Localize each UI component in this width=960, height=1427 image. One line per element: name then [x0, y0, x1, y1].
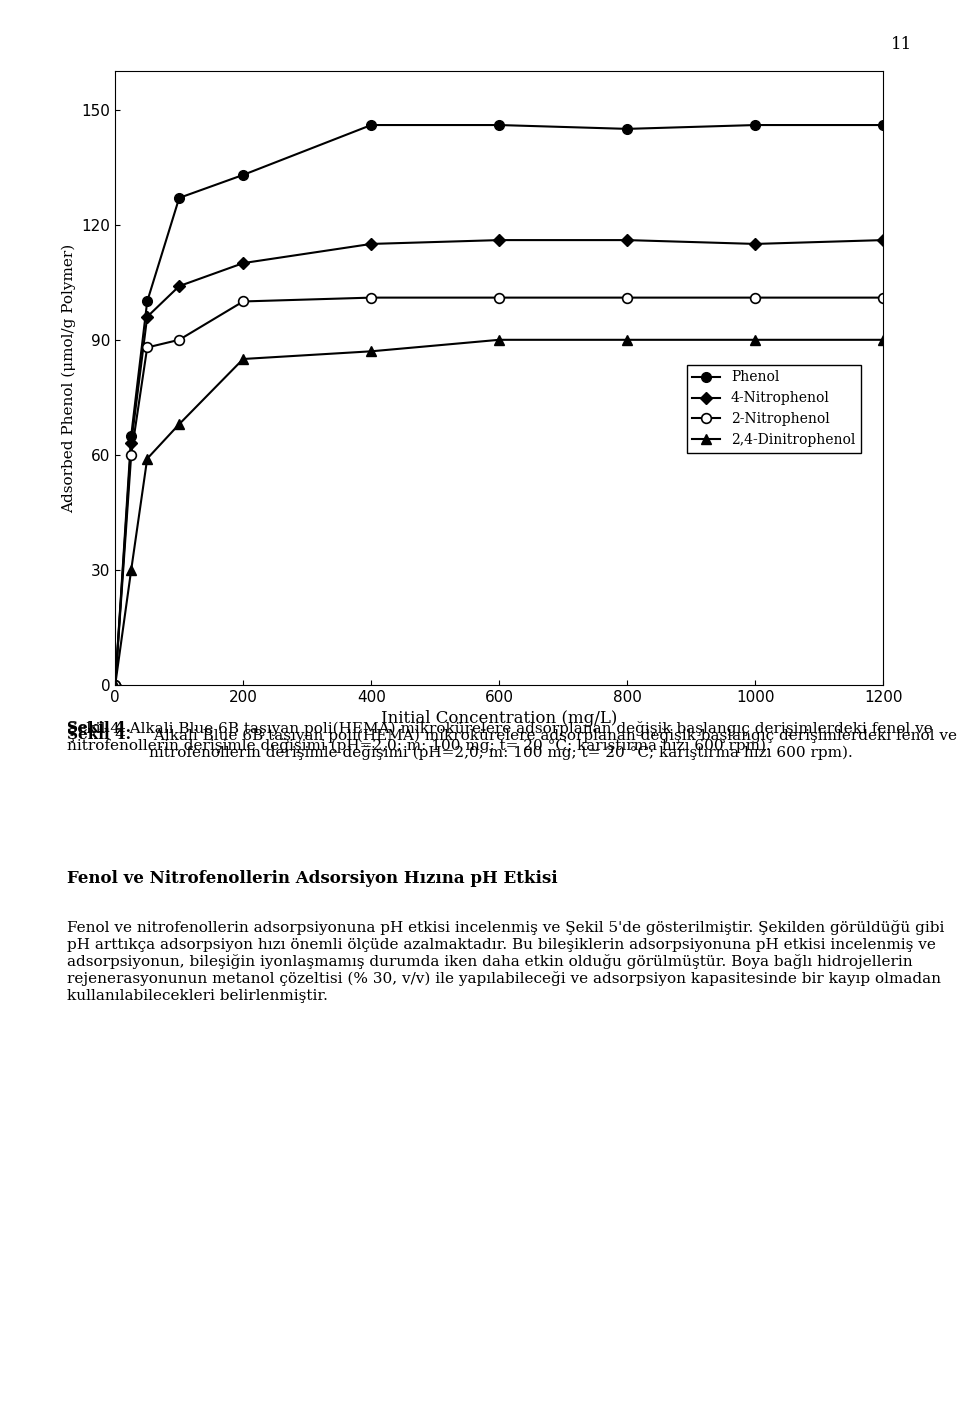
2-Nitrophenol [174, 331, 185, 348]
4-Nitrophenol [109, 676, 121, 694]
Text: Şekil 4. Alkali Blue 6B taşıyan poli(HEMA) mikrokürelere adsorplanan değişik baş: Şekil 4. Alkali Blue 6B taşıyan poli(HEM… [67, 721, 933, 753]
2-Nitrophenol [109, 676, 121, 694]
Line: 4-Nitrophenol: 4-Nitrophenol [111, 235, 887, 689]
Text: 11: 11 [891, 36, 912, 53]
2-Nitrophenol [141, 340, 153, 357]
2,4-Dinitrophenol [366, 342, 377, 360]
2,4-Dinitrophenol [237, 351, 249, 368]
Text: Fenol ve nitrofenollerin adsorpsiyonuna pH etkisi incelenmiş ve Şekil 5'de göste: Fenol ve nitrofenollerin adsorpsiyonuna … [67, 920, 945, 1003]
2-Nitrophenol [126, 447, 137, 464]
4-Nitrophenol [141, 308, 153, 325]
2-Nitrophenol [237, 293, 249, 310]
2,4-Dinitrophenol [126, 561, 137, 578]
Legend: Phenol, 4-Nitrophenol, 2-Nitrophenol, 2,4-Dinitrophenol: Phenol, 4-Nitrophenol, 2-Nitrophenol, 2,… [686, 365, 861, 452]
4-Nitrophenol [126, 435, 137, 452]
Phenol [877, 117, 889, 134]
Phenol [366, 117, 377, 134]
Phenol [174, 190, 185, 207]
2,4-Dinitrophenol [877, 331, 889, 348]
Phenol [109, 676, 121, 694]
Text: Fenol ve Nitrofenollerin Adsorsiyon Hızına pH Etkisi: Fenol ve Nitrofenollerin Adsorsiyon Hızı… [67, 870, 558, 888]
Line: Phenol: Phenol [110, 120, 888, 689]
4-Nitrophenol [366, 235, 377, 253]
2,4-Dinitrophenol [141, 450, 153, 467]
2,4-Dinitrophenol [750, 331, 761, 348]
Phenol [750, 117, 761, 134]
4-Nitrophenol [877, 231, 889, 248]
4-Nitrophenol [493, 231, 505, 248]
2-Nitrophenol [877, 290, 889, 307]
Phenol [493, 117, 505, 134]
Phenol [126, 427, 137, 444]
Phenol [141, 293, 153, 310]
4-Nitrophenol [621, 231, 633, 248]
2-Nitrophenol [366, 290, 377, 307]
X-axis label: Initial Concentration (mg/L): Initial Concentration (mg/L) [381, 711, 617, 728]
2,4-Dinitrophenol [174, 415, 185, 432]
Text: Şekil 4.: Şekil 4. [67, 721, 132, 735]
2-Nitrophenol [621, 290, 633, 307]
Text: Şekil 4.: Şekil 4. [67, 728, 132, 742]
2-Nitrophenol [493, 290, 505, 307]
2-Nitrophenol [750, 290, 761, 307]
2,4-Dinitrophenol [109, 676, 121, 694]
Phenol [621, 120, 633, 137]
4-Nitrophenol [750, 235, 761, 253]
Line: 2-Nitrophenol: 2-Nitrophenol [110, 293, 888, 689]
Line: 2,4-Dinitrophenol: 2,4-Dinitrophenol [110, 335, 888, 689]
Text: Alkali Blue 6B taşıyan poli(HEMA) mikrokürelere adsorplanan değişik başlangıç de: Alkali Blue 6B taşıyan poli(HEMA) mikrok… [149, 728, 957, 761]
Y-axis label: Adsorbed Phenol (μmol/g Polymer): Adsorbed Phenol (μmol/g Polymer) [61, 244, 76, 512]
2,4-Dinitrophenol [621, 331, 633, 348]
Phenol [237, 167, 249, 184]
4-Nitrophenol [237, 254, 249, 271]
4-Nitrophenol [174, 277, 185, 295]
2,4-Dinitrophenol [493, 331, 505, 348]
